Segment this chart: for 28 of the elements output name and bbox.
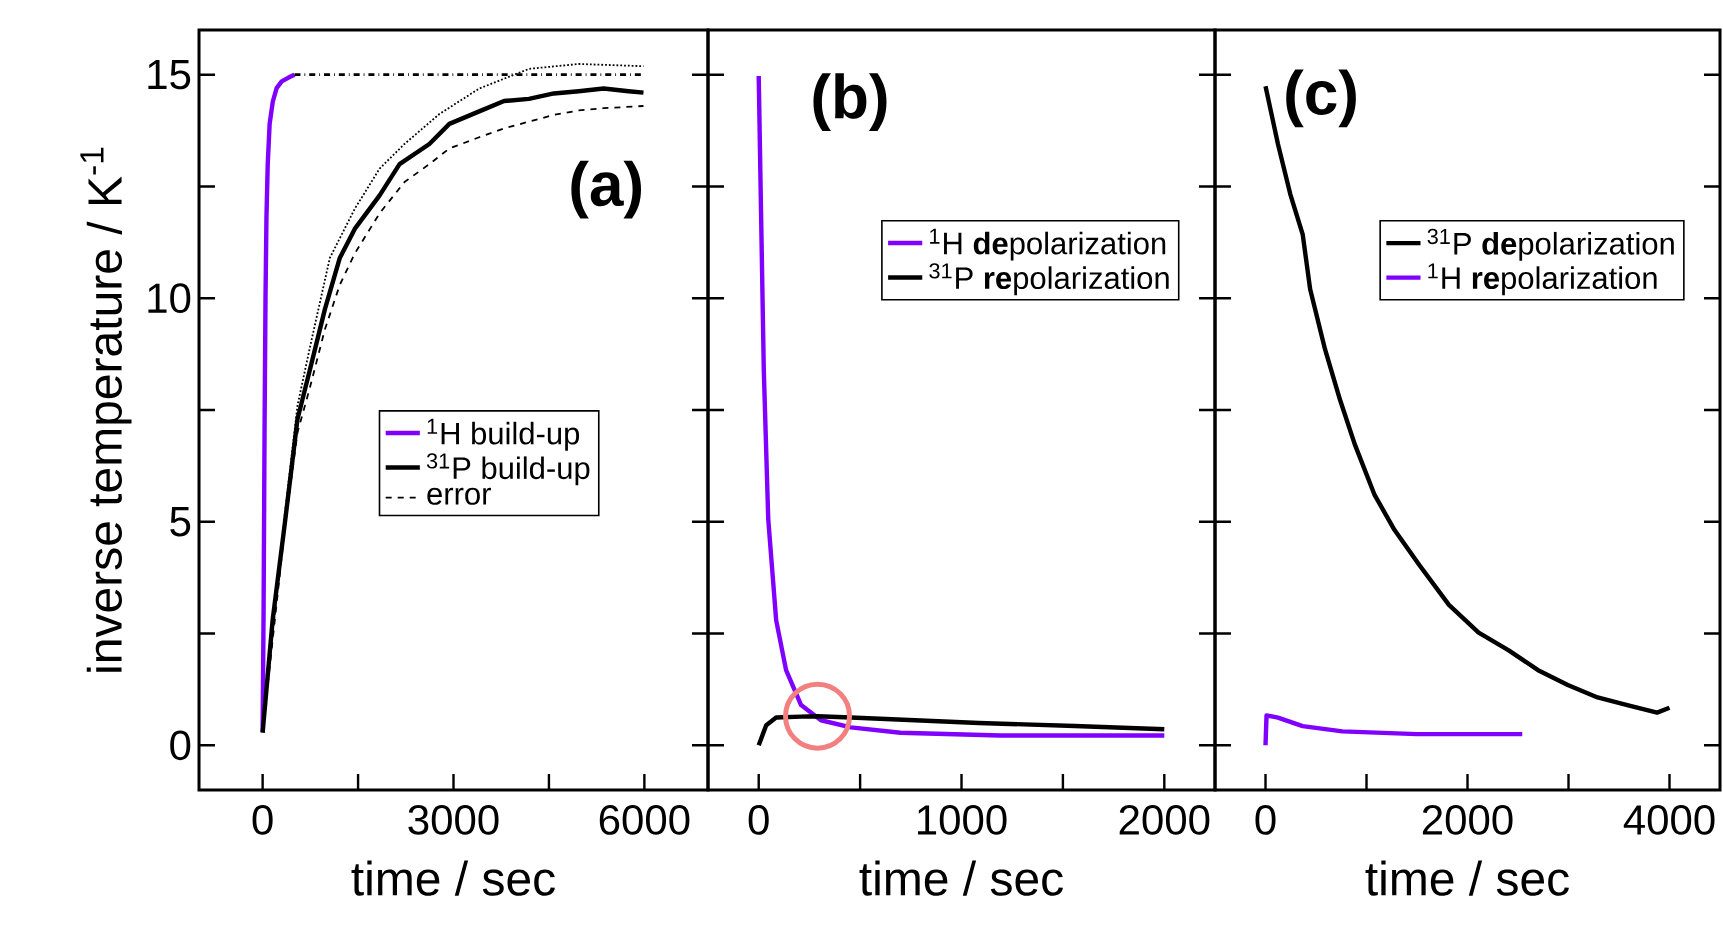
legend-label: $^{31}$P build-up xyxy=(426,453,590,486)
legend-label: $^{1}$H repolarization xyxy=(1428,263,1657,296)
x-tick-label: 0 xyxy=(748,805,769,835)
y-tick-label: 10 xyxy=(148,283,191,314)
line-series xyxy=(260,72,297,735)
x-axis-title: time / sec xyxy=(1365,860,1569,896)
x-tick-label: 6000 xyxy=(599,805,690,835)
legend-label: error xyxy=(427,487,491,505)
x-tick-label: 1000 xyxy=(917,805,1007,835)
x-tick-label: 4000 xyxy=(1623,805,1715,835)
x-tick-label: 2000 xyxy=(1422,805,1513,835)
y-axis-title: inverse temperature / K$^{-1}$ xyxy=(80,147,132,672)
x-tick-label: 3000 xyxy=(408,805,499,835)
text: (b) xyxy=(813,73,887,132)
text: (c) xyxy=(1286,69,1356,128)
legend-label: $^{1}$H build-up xyxy=(427,418,580,451)
legend-label: $^{31}$P depolarization xyxy=(1427,228,1674,261)
y-tick-label: 5 xyxy=(170,507,191,537)
x-tick-label: 2000 xyxy=(1119,805,1210,835)
y-tick-label: 0 xyxy=(170,730,191,761)
text: (a) xyxy=(571,160,641,219)
legend-label: $^{31}$P repolarization xyxy=(929,263,1169,296)
x-tick-label: 0 xyxy=(252,805,273,835)
x-tick-label: 0 xyxy=(1255,805,1276,835)
x-axis-title: time / sec xyxy=(859,860,1063,896)
y-tick-label: 15 xyxy=(148,60,191,90)
x-axis-title: time / sec xyxy=(351,860,555,896)
legend-label: $^{1}$H depolarization xyxy=(930,228,1166,261)
